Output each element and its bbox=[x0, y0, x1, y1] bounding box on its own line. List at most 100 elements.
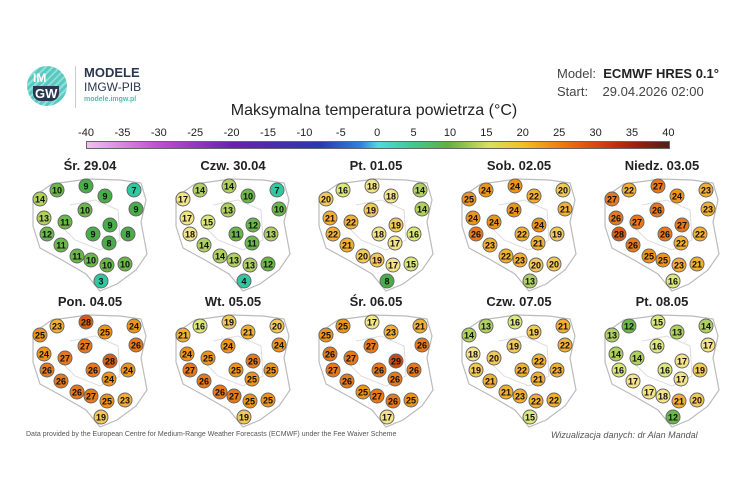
city-temperature: 27 bbox=[629, 214, 645, 230]
city-temperature: 22 bbox=[692, 226, 708, 242]
city-temperature: 22 bbox=[673, 235, 689, 251]
model-value: ECMWF HRES 0.1° bbox=[603, 66, 719, 81]
colorbar-tick: -25 bbox=[187, 127, 204, 139]
city-temperature: 18 bbox=[182, 226, 198, 242]
city-temperature: 16 bbox=[192, 318, 208, 334]
city-temperature: 27 bbox=[674, 217, 690, 233]
city-temperature: 22 bbox=[621, 182, 637, 198]
day-panel: Pt. 01.05 20 16 18 14 18 14 21 19 22 19 22 18 16 17 21 2… bbox=[286, 0, 434, 292]
city-temperature: 13 bbox=[220, 202, 236, 218]
city-temperature: 9 bbox=[78, 178, 94, 194]
city-temperature: 26 bbox=[69, 384, 85, 400]
city-temperature: 9 bbox=[102, 217, 118, 233]
city-temperature: 24 bbox=[36, 346, 52, 362]
colorbar-tick: 20 bbox=[516, 127, 529, 139]
city-temperature: 16 bbox=[611, 362, 627, 378]
city-temperature: 13 bbox=[263, 226, 279, 242]
city-temperature: 25 bbox=[355, 384, 371, 400]
city-temperature: 26 bbox=[625, 237, 641, 253]
city-temperature: 10 bbox=[240, 188, 256, 204]
day-title: Śr. 06.05 bbox=[349, 294, 403, 309]
city-temperature: 11 bbox=[244, 235, 260, 251]
city-temperature: 15 bbox=[200, 214, 216, 230]
city-temperature: 10 bbox=[49, 182, 65, 198]
city-temperature: 15 bbox=[403, 256, 419, 272]
city-temperature: 24 bbox=[101, 371, 117, 387]
city-temperature: 23 bbox=[512, 388, 528, 404]
city-temperature: 11 bbox=[57, 214, 73, 230]
city-temperature: 19 bbox=[549, 226, 565, 242]
city-temperature: 15 bbox=[650, 314, 666, 330]
city-temperature: 17 bbox=[641, 384, 657, 400]
day-panel: Niedz. 03.05 27 22 27 23 24 23 26 26 27 27 28 26 22 22… bbox=[572, 0, 720, 292]
colorbar-tick: 30 bbox=[589, 127, 602, 139]
city-temperature: 27 bbox=[57, 350, 73, 366]
city-temperature: 23 bbox=[49, 318, 65, 334]
day-title: Sob. 02.05 bbox=[486, 158, 552, 173]
city-temperature: 13 bbox=[36, 210, 52, 226]
colorbar-tick: -15 bbox=[260, 127, 276, 139]
city-temperature: 23 bbox=[482, 237, 498, 253]
city-temperature: 26 bbox=[53, 373, 69, 389]
city-temperature: 9 bbox=[128, 201, 144, 217]
city-temperature: 24 bbox=[506, 202, 522, 218]
city-temperature: 17 bbox=[175, 191, 191, 207]
city-temperature: 14 bbox=[414, 201, 430, 217]
day-title: Pt. 01.05 bbox=[349, 158, 403, 173]
city-temperature: 11 bbox=[53, 237, 69, 253]
city-temperature: 7 bbox=[269, 182, 285, 198]
city-temperature: 10 bbox=[83, 252, 99, 268]
colorbar-tick: 0 bbox=[374, 127, 381, 139]
model-info: Model: ECMWF HRES 0.1° bbox=[557, 66, 719, 81]
city-temperature: 14 bbox=[192, 182, 208, 198]
city-temperature: 23 bbox=[549, 362, 565, 378]
city-temperature: 26 bbox=[322, 346, 338, 362]
city-temperature: 24 bbox=[271, 337, 287, 353]
city-temperature: 14 bbox=[698, 318, 714, 334]
city-temperature: 17 bbox=[625, 373, 641, 389]
brand-url[interactable]: modele.imgw.pl bbox=[84, 96, 137, 103]
day-panel: Śr. 29.04 14 10 9 7 9 9 13 10 11 9 12 9 8 8 11 11 10 10 10 3 bbox=[0, 0, 148, 292]
day-title: Pon. 04.05 bbox=[57, 294, 123, 309]
city-temperature: 25 bbox=[99, 393, 115, 409]
city-temperature: 24 bbox=[220, 338, 236, 354]
city-temperature: 26 bbox=[406, 362, 422, 378]
city-temperature: 19 bbox=[692, 362, 708, 378]
city-temperature: 9 bbox=[97, 188, 113, 204]
city-temperature: 12 bbox=[245, 217, 261, 233]
day-panel: Pt. 08.05 13 12 15 14 13 17 14 16 14 17 16 16 19 17 17 1… bbox=[572, 136, 720, 428]
city-temperature: 27 bbox=[650, 178, 666, 194]
city-temperature: 20 bbox=[546, 256, 562, 272]
city-temperature: 10 bbox=[77, 202, 93, 218]
city-temperature: 17 bbox=[179, 210, 195, 226]
city-temperature: 8 bbox=[379, 273, 395, 289]
city-temperature: 22 bbox=[557, 337, 573, 353]
city-temperature: 12 bbox=[621, 318, 637, 334]
day-title: Czw. 07.05 bbox=[486, 294, 552, 309]
day-panel: Czw. 07.05 14 13 16 21 19 22 18 19 20 22 19 22 23 21 21… bbox=[429, 136, 577, 428]
colorbar-tick: -40 bbox=[78, 127, 94, 139]
city-temperature: 24 bbox=[179, 346, 195, 362]
city-temperature: 26 bbox=[39, 362, 55, 378]
brand-title: MODELE bbox=[84, 65, 140, 80]
city-temperature: 22 bbox=[528, 393, 544, 409]
city-temperature: 23 bbox=[671, 257, 687, 273]
city-temperature: 21 bbox=[671, 393, 687, 409]
city-temperature: 24 bbox=[465, 210, 481, 226]
city-temperature: 25 bbox=[641, 248, 657, 264]
city-temperature: 21 bbox=[322, 210, 338, 226]
colorbar-tick: -20 bbox=[223, 127, 240, 139]
city-temperature: 17 bbox=[387, 235, 403, 251]
city-temperature: 17 bbox=[673, 371, 689, 387]
city-temperature: 29 bbox=[388, 353, 404, 369]
city-temperature: 24 bbox=[531, 217, 547, 233]
city-temperature: 25 bbox=[318, 327, 334, 343]
city-temperature: 4 bbox=[236, 273, 252, 289]
colorbar-tick: 40 bbox=[662, 127, 675, 139]
city-temperature: 26 bbox=[608, 210, 624, 226]
city-temperature: 9 bbox=[85, 226, 101, 242]
city-temperature: 26 bbox=[468, 226, 484, 242]
city-temperature: 19 bbox=[363, 202, 379, 218]
day-title: Niedz. 03.05 bbox=[624, 158, 700, 173]
